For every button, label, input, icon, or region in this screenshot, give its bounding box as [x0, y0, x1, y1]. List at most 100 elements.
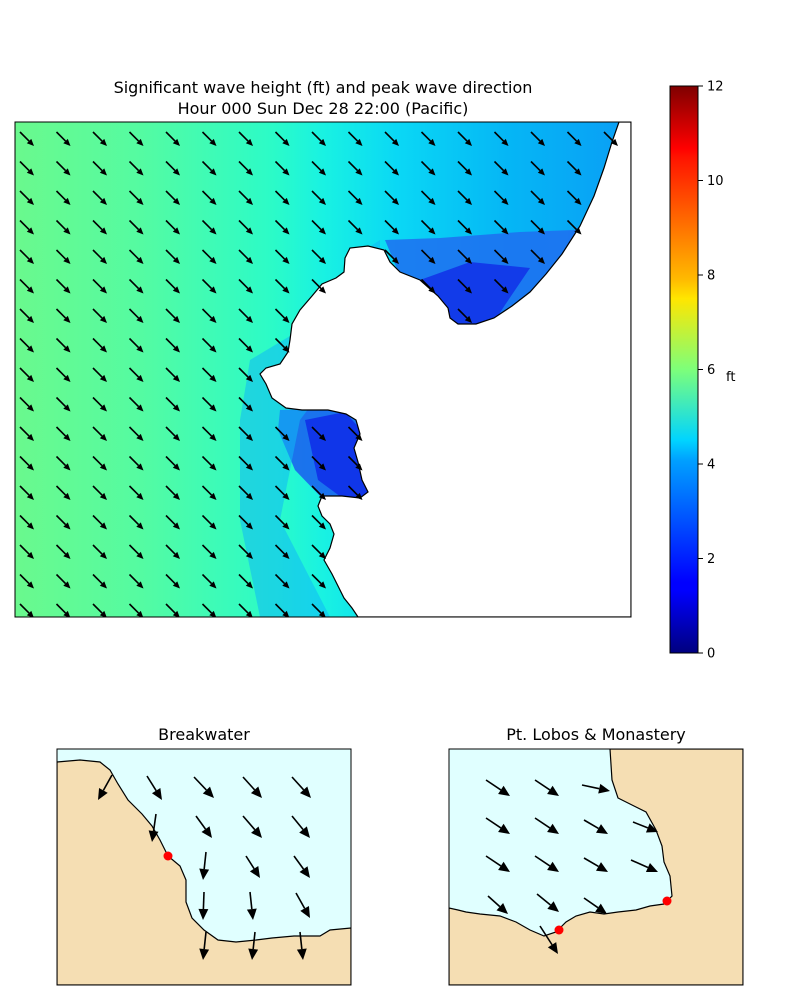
wave-arrow	[238, 249, 253, 264]
wave-arrow	[92, 308, 107, 323]
wave-arrow	[55, 160, 71, 176]
wave-arrow	[457, 190, 472, 205]
wave-arrow	[201, 485, 217, 500]
buoy-marker-breakwater	[163, 851, 173, 861]
wave-arrow	[311, 485, 326, 500]
wave-arrow	[19, 485, 34, 500]
wave-arrow	[311, 131, 326, 146]
wave-arrow	[566, 190, 582, 205]
wave-arrow	[457, 219, 472, 235]
wave-arrow	[19, 573, 34, 589]
wave-arrow	[55, 219, 71, 235]
wave-arrow	[128, 219, 144, 235]
wave-arrow	[347, 485, 363, 500]
wave-arrow	[128, 573, 144, 589]
land-mass	[259, 122, 631, 617]
wave-arrow	[238, 190, 253, 205]
wave-arrow	[238, 514, 253, 530]
wave-arrow	[165, 337, 180, 353]
wave-arrow	[128, 485, 144, 500]
wave-arrow	[384, 219, 399, 235]
wave-arrow	[238, 544, 253, 559]
inset-wave-arrow	[581, 783, 610, 794]
inset-wave-arrow	[583, 819, 608, 834]
wave-arrow	[566, 160, 582, 176]
wave-arrow	[55, 396, 71, 412]
wave-arrow	[92, 603, 107, 617]
wave-arrow	[165, 219, 180, 235]
inset-wave-arrow	[296, 931, 307, 960]
wave-arrow	[55, 603, 71, 617]
wave-arrow	[201, 573, 217, 589]
wave-arrow	[19, 514, 34, 530]
buoy-marker-pt-lobos	[554, 925, 564, 935]
wave-arrow	[384, 249, 399, 264]
wave-arrow	[311, 603, 326, 617]
inset-wave-arrow	[534, 779, 559, 796]
wave-arrow	[55, 544, 71, 559]
colorbar-tick-label: 12	[707, 80, 724, 95]
wave-arrow	[165, 396, 180, 412]
wave-arrow	[457, 308, 472, 323]
wave-arrow	[92, 337, 107, 353]
wave-arrow	[201, 160, 217, 176]
colorbar: 0 2 4 6 8 10 12 ft	[669, 80, 735, 662]
wave-arrow	[92, 367, 107, 382]
wave-arrow	[238, 367, 253, 382]
wave-arrow	[55, 190, 71, 205]
main-map-frame	[14, 121, 632, 618]
inset-wave-arrow	[583, 857, 608, 872]
wave-arrow	[238, 455, 253, 471]
inset-wave-arrow	[242, 815, 262, 838]
inset-wave-arrow	[198, 891, 209, 920]
wave-arrow	[128, 455, 144, 471]
wave-arrow	[493, 190, 509, 205]
inset-wave-arrow	[583, 897, 607, 914]
wave-arrow	[201, 603, 217, 617]
wave-arrow	[19, 190, 34, 205]
wave-arrow	[201, 514, 217, 530]
wave-arrow	[493, 131, 509, 146]
wave-arrow	[165, 485, 180, 500]
colorbar-gradient	[669, 85, 699, 654]
inset-wave-arrow	[539, 925, 558, 954]
wave-arrow	[347, 426, 363, 441]
wave-arrow	[384, 160, 399, 176]
wave-arrow	[128, 308, 144, 323]
wave-arrow	[274, 455, 290, 471]
inset-wave-arrow	[632, 821, 658, 833]
wave-arrow	[128, 337, 144, 353]
wave-arrow	[274, 160, 290, 176]
wave-arrow	[128, 249, 144, 264]
wave-arrow	[19, 249, 34, 264]
wave-arrow	[92, 485, 107, 500]
wave-arrow	[311, 426, 326, 441]
colorbar-tick-label: 10	[707, 174, 724, 189]
wave-arrow	[55, 367, 71, 382]
inset-wave-arrow	[291, 776, 311, 798]
wave-arrow	[311, 249, 326, 264]
wave-arrow	[493, 278, 509, 294]
buoy-marker-monastery	[662, 896, 672, 906]
inset-wave-arrow	[534, 855, 559, 872]
wave-arrow	[420, 190, 436, 205]
wave-arrow	[201, 396, 217, 412]
wave-arrow	[55, 249, 71, 264]
wave-arrow	[347, 131, 363, 146]
wave-arrow	[347, 160, 363, 176]
wave-arrow	[311, 514, 326, 530]
wave-arrow	[311, 160, 326, 176]
wave-arrow	[238, 337, 253, 353]
wave-arrow	[165, 278, 180, 294]
colorbar-label: ft	[726, 370, 735, 385]
wave-arrow	[238, 396, 253, 412]
wave-arrow	[274, 337, 290, 353]
wave-arrow	[274, 131, 290, 146]
wave-arrow	[274, 219, 290, 235]
inset-wave-arrow	[485, 779, 510, 796]
inset-wave-arrow	[246, 891, 257, 920]
map-title-line1: Significant wave height (ft) and peak wa…	[114, 78, 533, 97]
south-cove-lowest-wave-zone	[305, 412, 370, 500]
wave-arrow	[19, 603, 34, 617]
